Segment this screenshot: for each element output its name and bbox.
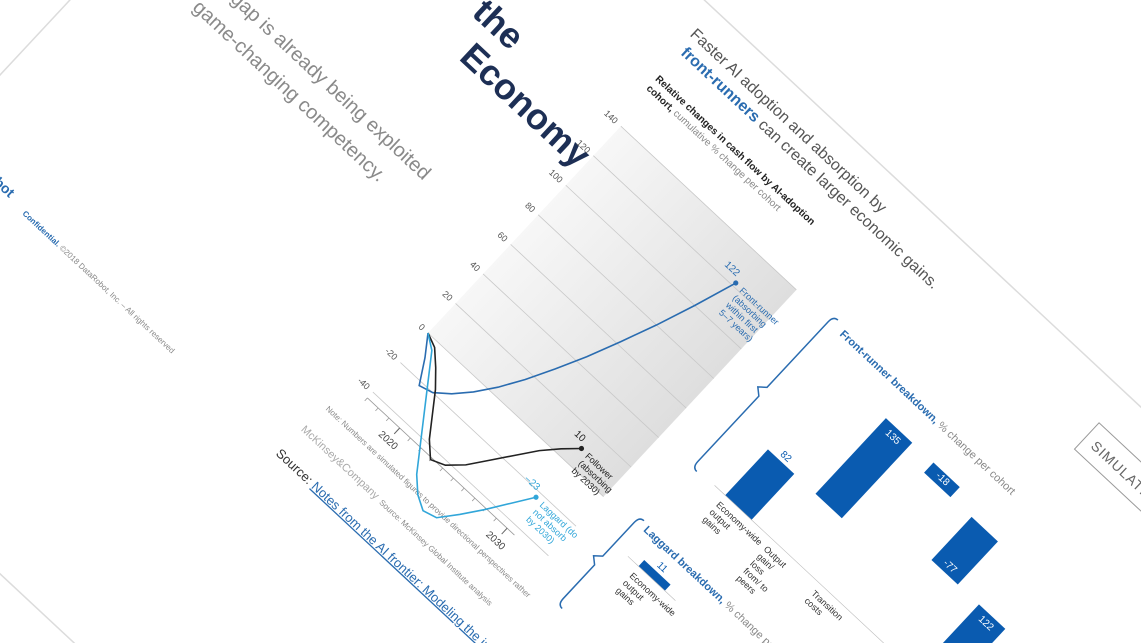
bar <box>725 449 795 520</box>
series-line <box>415 332 537 519</box>
series-end-dot <box>533 494 539 500</box>
grid-line <box>482 273 659 438</box>
plot-shade <box>428 126 797 497</box>
bracket <box>559 518 645 610</box>
grid-line <box>565 184 742 350</box>
series-name: Laggard (donot absorbby 2030) <box>524 500 580 555</box>
y-tick-label: 60 <box>496 230 510 244</box>
y-tick-label: 0 <box>417 322 427 333</box>
bar <box>915 604 1006 643</box>
series-line <box>418 282 737 395</box>
series-end-dot <box>733 280 739 286</box>
x-minor-tick <box>450 477 454 482</box>
grid-line <box>400 362 577 527</box>
x-minor-tick <box>407 437 411 442</box>
x-axis <box>367 397 515 536</box>
simulation-button[interactable] <box>1073 422 1141 539</box>
bar <box>924 462 960 498</box>
x-minor-tick <box>439 467 443 472</box>
y-tick-label: 40 <box>468 259 482 273</box>
grid-line <box>620 125 797 291</box>
baseline <box>627 556 676 601</box>
y-tick-label: 80 <box>523 200 537 214</box>
x-minor-tick <box>461 487 465 492</box>
x-minor-tick <box>364 397 368 402</box>
grid-line <box>455 303 632 468</box>
grid-line <box>427 332 604 497</box>
x-tick <box>501 527 508 535</box>
x-minor-tick <box>385 417 390 422</box>
grid-line <box>593 155 770 320</box>
bar <box>931 516 998 585</box>
series-end-dot <box>578 445 585 452</box>
bar <box>638 560 671 591</box>
bracket <box>694 317 839 473</box>
x-minor-tick <box>493 517 497 522</box>
x-minor-tick <box>375 407 379 412</box>
x-tick <box>393 427 401 435</box>
grid-line <box>510 244 687 409</box>
bar <box>815 418 913 519</box>
series-line <box>427 332 582 466</box>
grid-line <box>372 391 549 557</box>
y-tick-label: 20 <box>440 289 454 303</box>
grid-line <box>537 214 715 379</box>
x-minor-tick <box>471 497 476 502</box>
baseline <box>714 485 953 643</box>
